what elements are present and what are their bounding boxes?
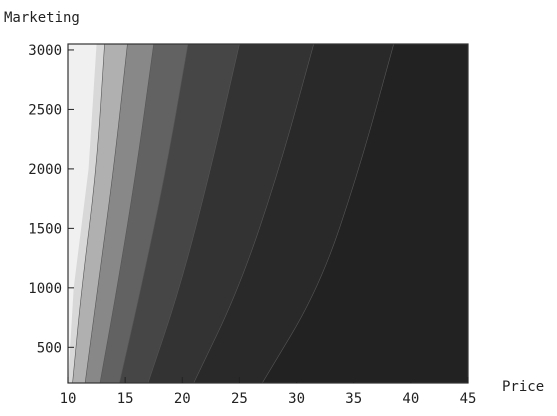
x-tick-label: 45	[460, 391, 477, 407]
x-tick-label: 25	[231, 391, 248, 407]
x-tick-label: 40	[402, 391, 419, 407]
x-tick-label: 10	[60, 391, 77, 407]
x-tick-label: 35	[345, 391, 362, 407]
x-axis-label: Price	[502, 379, 544, 395]
y-tick-label: 1500	[28, 221, 62, 237]
x-tick-label: 15	[117, 391, 134, 407]
plot-area	[67, 43, 469, 384]
axis-ticks: 10 15 20 25 30 35 40 45 500 1000 1500 2000 2500 3000	[28, 43, 476, 407]
plot-frame	[67, 43, 469, 384]
y-axis-label: Marketing	[4, 10, 80, 26]
y-tick-label: 2500	[28, 102, 62, 118]
y-tick-label: 1000	[28, 281, 62, 297]
contour-region-lightest	[68, 44, 97, 383]
x-tick-label: 30	[288, 391, 305, 407]
y-tick-label: 500	[37, 340, 62, 356]
y-tick-label: 2000	[28, 162, 62, 178]
x-tick-label: 20	[174, 391, 191, 407]
y-tick-label: 3000	[28, 43, 62, 59]
